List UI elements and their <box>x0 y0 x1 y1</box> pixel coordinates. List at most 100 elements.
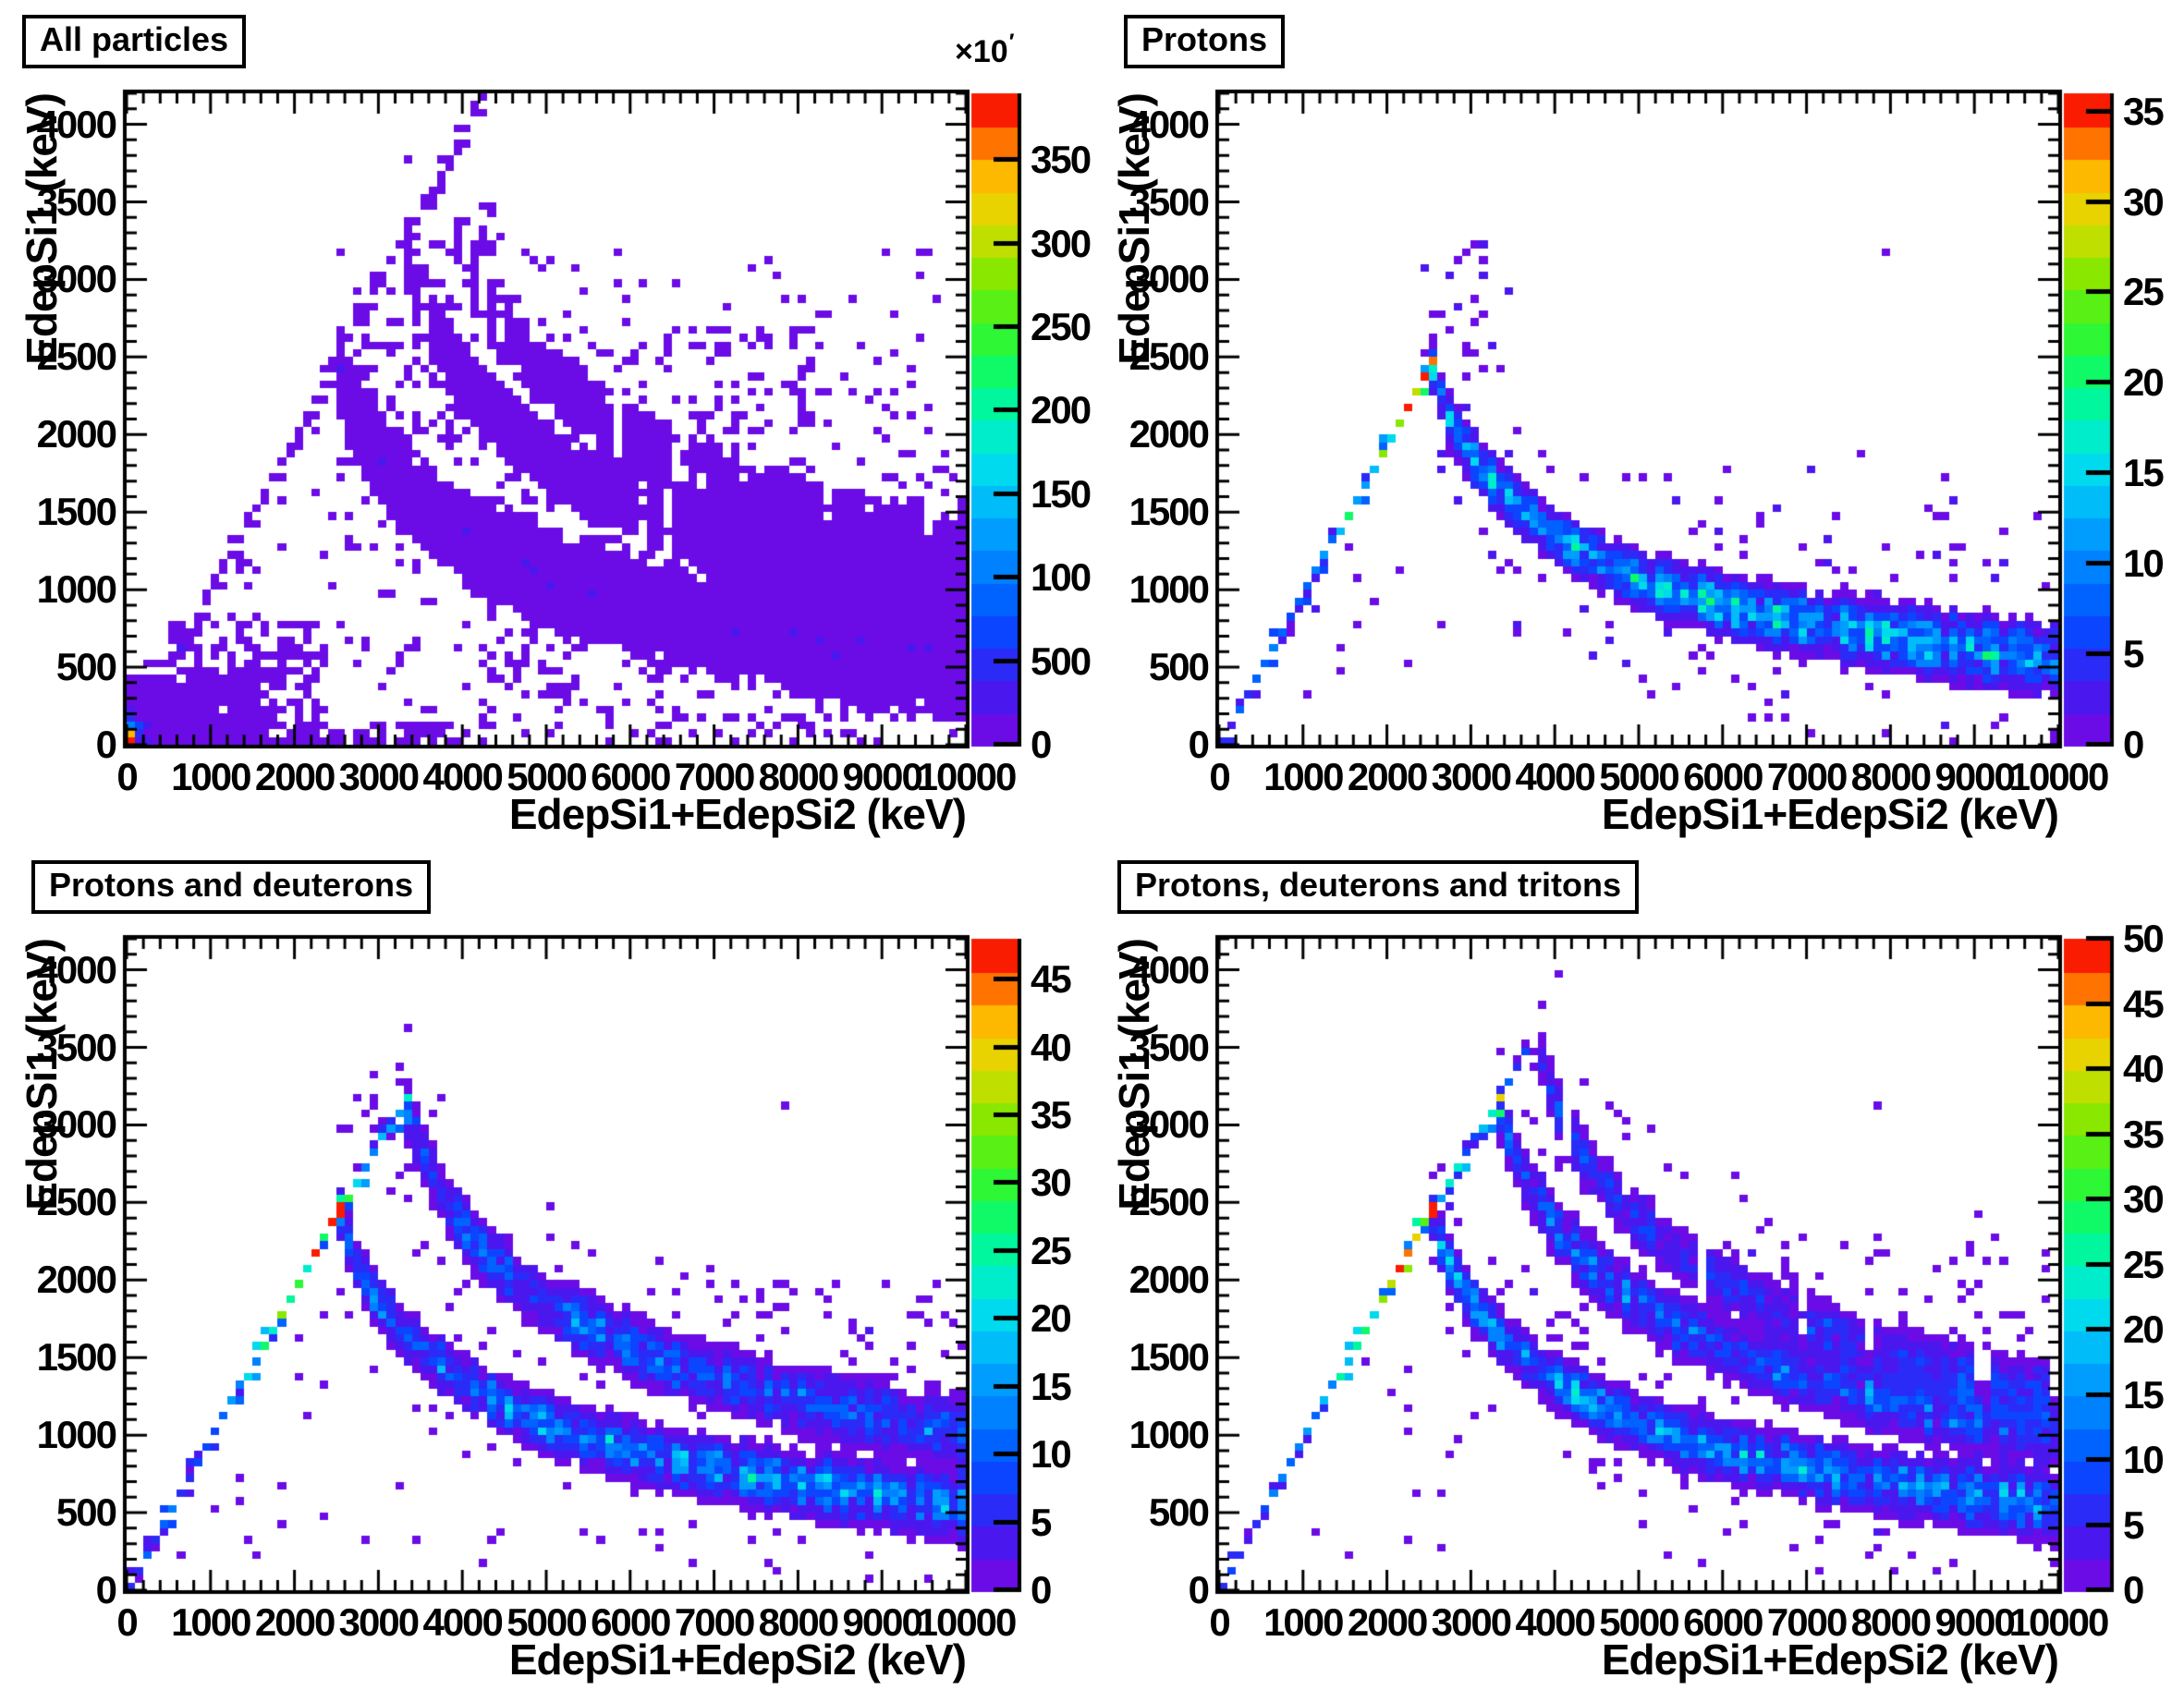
y-tick-label-2500: 2500 <box>36 334 117 379</box>
colorbar-tick-label-350: 350 <box>1031 138 1092 182</box>
colorbar-tick-label-30: 30 <box>2123 1177 2165 1221</box>
colorbar-tick-label-35: 35 <box>2123 1112 2165 1156</box>
y-tick-label-0: 0 <box>1188 723 1210 766</box>
colorbar-tick-label-0: 0 <box>2123 723 2144 766</box>
x-tick-label-1000: 1000 <box>1263 1600 1344 1644</box>
y-tick-label-4000: 4000 <box>1129 947 1210 991</box>
y-tick-label-3000: 3000 <box>36 1102 117 1147</box>
colorbar-tick-label-10: 10 <box>2123 541 2165 586</box>
colorbar-tick-label-30: 30 <box>1031 1161 1072 1205</box>
y-tick-label-0: 0 <box>95 723 117 766</box>
x-tick-label-10000: 10000 <box>2008 1600 2110 1644</box>
colorbar-exponent-mark: ′ <box>1008 30 1015 55</box>
x-tick-label-2000: 2000 <box>1347 755 1428 798</box>
x-tick-label-6000: 6000 <box>1683 1600 1763 1644</box>
y-tick-label-2500: 2500 <box>1129 334 1210 379</box>
x-tick-label-9000: 9000 <box>842 1600 922 1644</box>
y-tick-label-3500: 3500 <box>36 179 117 224</box>
x-tick-label-3000: 3000 <box>1431 755 1512 798</box>
x-tick-label-1000: 1000 <box>171 755 251 798</box>
y-tick-label-3500: 3500 <box>1129 179 1210 224</box>
y-tick-label-2500: 2500 <box>36 1180 117 1224</box>
colorbar-tick-label-20: 20 <box>2123 360 2165 405</box>
colorbar-tick-label-15: 15 <box>1031 1364 1072 1408</box>
colorbar-tick-label-200: 200 <box>1031 388 1092 432</box>
y-tick-label-500: 500 <box>1148 645 1210 689</box>
x-tick-label-4000: 4000 <box>422 1600 503 1644</box>
y-tick-label-0: 0 <box>95 1568 117 1611</box>
x-tick-label-1000: 1000 <box>1263 755 1344 798</box>
panel-title: Protons <box>1141 20 1268 58</box>
x-tick-label-7000: 7000 <box>1766 1600 1848 1644</box>
colorbar-tick-label-40: 40 <box>1031 1025 1072 1069</box>
y-tick-label-3500: 3500 <box>36 1025 117 1069</box>
colorbar-tick-label-15: 15 <box>2123 451 2165 495</box>
x-tick-label-8000: 8000 <box>758 1600 839 1644</box>
colorbar-tick-label-15: 15 <box>2123 1372 2165 1416</box>
x-tick-label-0: 0 <box>1209 1600 1230 1644</box>
x-tick-label-4000: 4000 <box>1515 755 1595 798</box>
x-axis-title: EdepSi1+EdepSi2 (keV) <box>1601 790 2059 838</box>
panel-title: Protons, deuterons and tritons <box>1135 866 1622 904</box>
colorbar-tick-label-250: 250 <box>1031 305 1092 349</box>
x-tick-label-6000: 6000 <box>1683 755 1763 798</box>
x-tick-label-6000: 6000 <box>591 755 671 798</box>
colorbar-tick-label-25: 25 <box>2123 1242 2165 1286</box>
colorbar-tick-label-30: 30 <box>2123 179 2165 224</box>
x-tick-label-0: 0 <box>116 1600 138 1644</box>
x-tick-label-9000: 9000 <box>1934 1600 2015 1644</box>
colorbar-tick-label-150: 150 <box>1031 471 1092 516</box>
colorbar-tick-label-45: 45 <box>1031 957 1072 1002</box>
y-tick-label-1000: 1000 <box>1129 1413 1210 1457</box>
x-tick-label-10000: 10000 <box>916 1600 1018 1644</box>
x-tick-label-9000: 9000 <box>842 755 922 798</box>
y-tick-label-1000: 1000 <box>36 1413 117 1457</box>
x-tick-label-4000: 4000 <box>1515 1600 1595 1644</box>
colorbar-tick-label-0: 0 <box>2123 1568 2144 1611</box>
x-axis-title: EdepSi1+EdepSi2 (keV) <box>1601 1635 2059 1684</box>
x-tick-label-2000: 2000 <box>254 755 336 798</box>
y-tick-label-1500: 1500 <box>1129 490 1210 534</box>
x-tick-label-7000: 7000 <box>674 1600 755 1644</box>
x-tick-label-5000: 5000 <box>506 1600 587 1644</box>
x-tick-label-3000: 3000 <box>1431 1600 1512 1644</box>
colorbar-tick-label-20: 20 <box>1031 1296 1072 1341</box>
x-tick-label-3000: 3000 <box>338 1600 420 1644</box>
colorbar-tick-label-0: 0 <box>1031 723 1052 766</box>
y-tick-label-2000: 2000 <box>1129 1258 1210 1302</box>
x-axis-title: EdepSi1+EdepSi2 (keV) <box>508 1635 967 1684</box>
y-tick-label-500: 500 <box>1148 1490 1210 1535</box>
histogram-canvas-all-particles <box>0 0 1092 845</box>
colorbar-protons-deuterons-tritons <box>2064 939 2110 1590</box>
colorbar-tick-label-45: 45 <box>2123 981 2165 1026</box>
colorbar-tick-label-25: 25 <box>2123 270 2165 314</box>
panel-all-particles: All particles EdepSi1 (keV) EdepSi1+Edep… <box>0 0 1092 845</box>
y-tick-label-3500: 3500 <box>1129 1025 1210 1069</box>
colorbar-tick-label-0: 0 <box>1031 1568 1052 1611</box>
colorbar-tick-label-5: 5 <box>2123 1502 2144 1547</box>
x-tick-label-7000: 7000 <box>1766 755 1848 798</box>
x-tick-label-8000: 8000 <box>1850 1600 1932 1644</box>
x-tick-label-8000: 8000 <box>758 755 839 798</box>
y-tick-label-3000: 3000 <box>1129 1102 1210 1147</box>
panel-title: All particles <box>40 20 229 58</box>
y-tick-label-2500: 2500 <box>1129 1180 1210 1224</box>
x-tick-label-0: 0 <box>1209 755 1230 798</box>
panel-protons-deuterons: Protons and deuterons EdepSi1 (keV) Edep… <box>0 845 1092 1690</box>
x-tick-label-5000: 5000 <box>506 755 587 798</box>
colorbar-tick-label-10: 10 <box>2123 1438 2165 1481</box>
colorbar-tick-label-300: 300 <box>1031 221 1092 265</box>
panel-protons-deuterons-tritons: Protons, deuterons and tritons EdepSi1 (… <box>1092 845 2184 1690</box>
histogram-canvas-protons-deuterons <box>0 845 1092 1690</box>
colorbar-tick-label-20: 20 <box>2123 1307 2165 1351</box>
x-tick-label-5000: 5000 <box>1599 755 1679 798</box>
colorbar-protons <box>2064 93 2110 745</box>
y-tick-label-1000: 1000 <box>1129 567 1210 612</box>
colorbar-tick-label-35: 35 <box>1031 1092 1072 1137</box>
x-tick-label-7000: 7000 <box>674 755 755 798</box>
x-tick-label-3000: 3000 <box>338 755 420 798</box>
y-tick-label-2000: 2000 <box>36 412 117 456</box>
y-tick-label-1000: 1000 <box>36 567 117 612</box>
x-tick-label-1000: 1000 <box>171 1600 251 1644</box>
y-tick-label-0: 0 <box>1188 1568 1210 1611</box>
